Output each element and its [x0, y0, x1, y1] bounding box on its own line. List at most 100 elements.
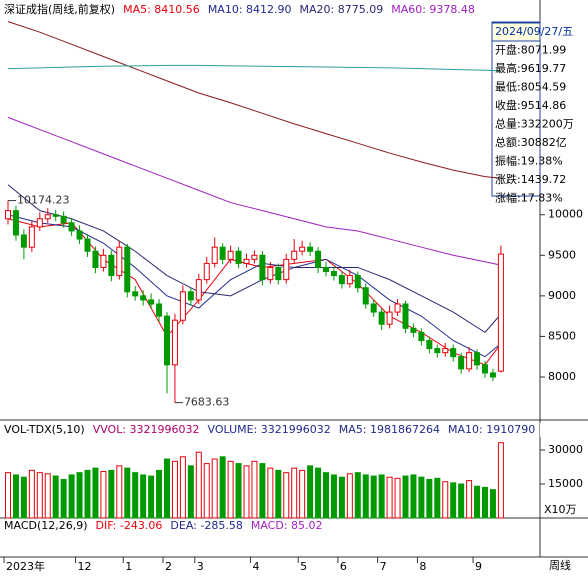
candle-body [362, 287, 369, 305]
chart-title: 深证成指(周线,前复权) [4, 2, 115, 16]
volume-bar [418, 476, 425, 519]
volume-bar [291, 467, 298, 519]
candle-body [410, 327, 417, 333]
header-mask [486, 2, 492, 18]
volume-bar [92, 467, 99, 519]
candle-body [330, 271, 337, 277]
candle-body [458, 356, 465, 370]
candle-body [426, 339, 433, 350]
candle-body [450, 348, 457, 358]
volume-bar [179, 456, 186, 519]
volume-bar [132, 472, 139, 519]
x-tick-label: 9 [475, 560, 482, 573]
candle-body [179, 291, 186, 321]
candle-body [482, 364, 488, 374]
candle-body [28, 226, 35, 248]
volume-bar [116, 465, 123, 519]
candle-body [386, 311, 393, 325]
indicator: MA10: 1910790 [448, 423, 535, 436]
candle-body [116, 246, 123, 277]
y-tick-label: 30000 [548, 443, 583, 456]
volume-bar [370, 475, 377, 519]
volume-bar [267, 467, 274, 519]
info-item: 开盘:8071.99 [495, 43, 566, 57]
candle-body [68, 222, 75, 232]
info-item: 总量:332200万 [495, 117, 574, 131]
volume-bar [5, 472, 11, 519]
candle-body [227, 250, 234, 260]
candle-body [187, 291, 194, 301]
volume-bar [68, 474, 75, 519]
candle-body [346, 275, 353, 285]
volume-bar [108, 469, 115, 519]
indicator: DEA: -285.58 [170, 519, 242, 532]
volume-bar [394, 477, 401, 519]
candle-body [92, 250, 99, 268]
moving-average-line [7, 64, 501, 72]
candle-body [259, 254, 266, 281]
candle-body [12, 210, 19, 236]
candle-body [235, 250, 242, 264]
info-item: 涨幅:17.83% [495, 192, 563, 205]
candle-body [148, 299, 155, 305]
legend-entry: MA20: 8775.09 [300, 3, 384, 16]
info-item: 收盘:9514.86 [495, 98, 566, 112]
volume-bar [458, 483, 465, 519]
volume-bar [362, 474, 369, 519]
volume-bar [140, 474, 147, 519]
volume-bar [434, 477, 441, 519]
volume-bar [12, 474, 19, 519]
x-tick-label: 1 [125, 560, 132, 573]
y-tick-label: 15000 [548, 477, 583, 490]
volume-bar [52, 475, 59, 519]
candle-body [203, 262, 210, 281]
volume-bar [203, 463, 210, 519]
indicator: MACD: 85.02 [251, 519, 323, 532]
toolbar-space [500, 2, 530, 16]
volume-bar [489, 489, 496, 519]
period-label[interactable]: 周线 [549, 558, 571, 572]
info-item: 涨跌:1439.72 [495, 172, 566, 186]
candle-body [402, 303, 409, 329]
volume-bar [227, 460, 234, 519]
candle-body [489, 372, 496, 378]
candle-body [164, 315, 170, 366]
candle-body [275, 266, 282, 281]
x-tick-label: 6 [340, 560, 347, 573]
y-tick-label: 10000 [548, 208, 583, 221]
volume-bar [307, 465, 314, 519]
candle-body [124, 246, 131, 293]
info-item: 最低:8054.59 [495, 81, 566, 94]
candle-body [76, 230, 83, 240]
candle-body [195, 279, 202, 301]
volume-bar [450, 482, 457, 519]
volume-bar [235, 463, 242, 519]
candle-body [108, 254, 115, 277]
indicator: VOLUME: 3321996032 [208, 423, 331, 436]
panel-title: MACD(12,26,9) [4, 519, 88, 532]
x-tick-label: 2023年 [6, 559, 45, 573]
volume-bar [410, 474, 417, 519]
candle-body [299, 246, 306, 252]
volume-bar [474, 485, 481, 519]
volume-bar [354, 472, 361, 519]
candle-body [100, 254, 107, 268]
volume-bar [482, 486, 488, 519]
volume-bar [171, 460, 178, 519]
panel-title: VOL-TDX(5,10) [4, 423, 85, 436]
candle-body [394, 303, 401, 313]
x-tick-label: 12 [78, 560, 92, 573]
candle-body [434, 348, 441, 354]
volume-bar [20, 476, 27, 519]
candle-body [323, 266, 329, 273]
volume-bar [148, 475, 155, 519]
annotation: 7683.63 [184, 396, 230, 409]
volume-bar [402, 475, 409, 519]
moving-average-line [7, 116, 502, 266]
candle-body [497, 253, 504, 372]
candle-body [307, 246, 314, 252]
candle-body [418, 331, 425, 341]
volume-bar [378, 474, 385, 519]
annotation: 10174.23 [17, 194, 70, 207]
